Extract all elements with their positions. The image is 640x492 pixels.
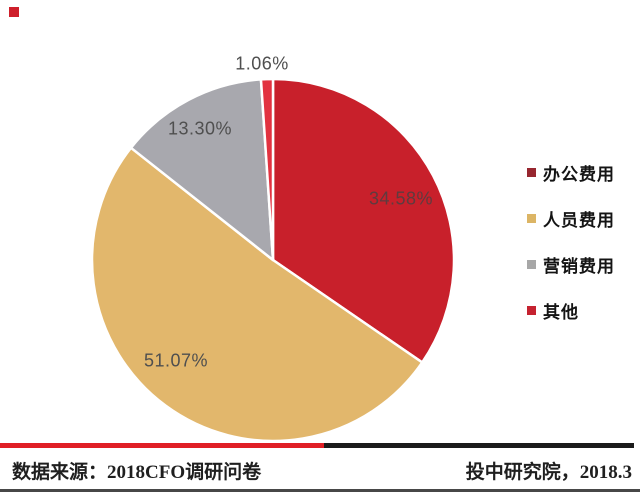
legend-label-personnel-expenses: 人员费用	[543, 211, 615, 230]
pie-slice-1	[90, 146, 424, 443]
legend-item-personnel-expenses: 人员费用	[527, 209, 615, 230]
legend-item-marketing-expenses: 营销费用	[527, 255, 615, 276]
slice-label-other: 1.06%	[235, 53, 289, 74]
legend-item-other: 其他	[527, 301, 615, 322]
legend-marker-other-icon	[527, 306, 536, 315]
pie-slice-3	[259, 77, 275, 262]
legend: 办公费用 人员费用 营销费用 其他	[527, 163, 615, 347]
footer-divider	[0, 443, 640, 448]
bottom-border-line	[0, 489, 640, 492]
legend-label-marketing-expenses: 营销费用	[543, 257, 615, 276]
divider-line-black	[324, 443, 634, 448]
corner-marker	[9, 7, 19, 17]
pie-slice-0	[271, 77, 456, 364]
legend-marker-office-expenses-icon	[527, 168, 536, 177]
pie-slice-2	[129, 78, 275, 262]
slice-label-marketing-expenses: 13.30%	[167, 118, 233, 139]
legend-marker-marketing-expenses-icon	[527, 260, 536, 269]
legend-label-office-expenses: 办公费用	[543, 165, 615, 184]
legend-item-office-expenses: 办公费用	[527, 163, 615, 184]
credit-text: 投中研究院，2018.3	[465, 462, 632, 483]
slice-label-office-expenses: 34.58%	[368, 188, 434, 209]
divider-line-red	[0, 443, 324, 448]
legend-label-other: 其他	[543, 303, 579, 322]
legend-marker-personnel-expenses-icon	[527, 214, 536, 223]
slice-label-personnel-expenses: 51.07%	[143, 350, 209, 371]
data-source-text: 数据来源：2018CFO调研问卷	[12, 462, 262, 483]
